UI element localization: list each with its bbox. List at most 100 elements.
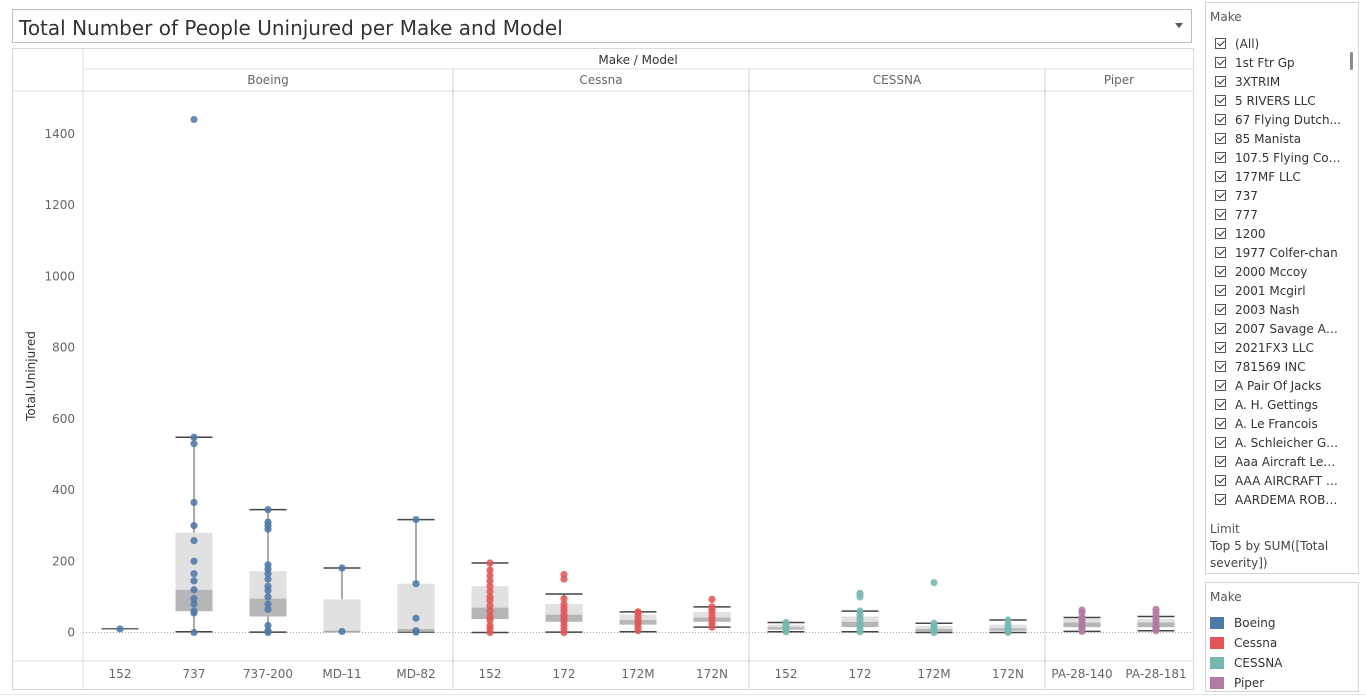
data-point	[190, 570, 198, 578]
filter-item[interactable]: 2007 Savage Air ...	[1210, 319, 1342, 338]
checkbox[interactable]	[1215, 190, 1226, 201]
legend-item[interactable]: CESSNA	[1210, 653, 1282, 673]
filter-item[interactable]: AAA AIRCRAFT LLC	[1210, 471, 1342, 490]
checkbox[interactable]	[1215, 361, 1226, 372]
filter-item[interactable]: 67 Flying Dutch...	[1210, 110, 1342, 129]
x-tick-label: 172	[849, 667, 872, 681]
x-tick-label: 152	[109, 667, 132, 681]
filter-item-label: A. H. Gettings	[1235, 397, 1318, 412]
checkbox[interactable]	[1215, 171, 1226, 182]
data-point	[190, 586, 198, 594]
x-tick-label: 737	[183, 667, 206, 681]
data-point	[486, 559, 494, 567]
filter-item[interactable]: AARDEMA ROBE...	[1210, 490, 1342, 509]
legend-item[interactable]: Piper	[1210, 673, 1282, 693]
filter-item[interactable]: 1st Ftr Gp	[1210, 53, 1342, 72]
checkbox[interactable]	[1215, 247, 1226, 258]
filter-item-label: 5 RIVERS LLC	[1235, 93, 1316, 108]
y-tick-label: 1200	[44, 198, 75, 212]
filter-item-label: 777	[1235, 207, 1258, 222]
checkbox[interactable]	[1215, 38, 1226, 49]
checkbox[interactable]	[1215, 95, 1226, 106]
filter-item[interactable]: A Pair Of Jacks	[1210, 376, 1342, 395]
filter-item-label: A. Le Francois	[1235, 416, 1318, 431]
filter-item[interactable]: A. Schleicher GM...	[1210, 433, 1342, 452]
filter-item[interactable]: 777	[1210, 205, 1342, 224]
filter-item[interactable]: Aaa Aircraft Lea...	[1210, 452, 1342, 471]
filter-item-label: 781569 INC	[1235, 359, 1306, 374]
filter-scrollbar[interactable]	[1346, 34, 1356, 516]
checkbox[interactable]	[1215, 475, 1226, 486]
checkbox[interactable]	[1215, 285, 1226, 296]
filter-item[interactable]: 2021FX3 LLC	[1210, 338, 1342, 357]
x-tick-label: MD-11	[322, 667, 361, 681]
checkbox[interactable]	[1215, 437, 1226, 448]
checkbox[interactable]	[1215, 228, 1226, 239]
data-point	[190, 607, 198, 615]
filter-item[interactable]: A. Le Francois	[1210, 414, 1342, 433]
checkbox[interactable]	[1215, 266, 1226, 277]
filter-item[interactable]: 2000 Mccoy	[1210, 262, 1342, 281]
checkbox[interactable]	[1215, 57, 1226, 68]
filter-item[interactable]: 3XTRIM	[1210, 72, 1342, 91]
legend-title: Make	[1210, 590, 1242, 604]
y-tick-label: 1000	[44, 269, 75, 283]
filter-item-label: 67 Flying Dutch...	[1235, 112, 1341, 127]
checkbox[interactable]	[1215, 418, 1226, 429]
legend-swatch	[1210, 637, 1224, 649]
checkbox[interactable]	[1215, 399, 1226, 410]
filter-item[interactable]: 781569 INC	[1210, 357, 1342, 376]
scrollbar-thumb[interactable]	[1350, 52, 1353, 70]
checkbox[interactable]	[1215, 323, 1226, 334]
checkbox[interactable]	[1215, 342, 1226, 353]
chart-frame: Make / Model 0 200 400 600 800 1000 1200 1400 Tot…	[12, 48, 1194, 690]
checkbox[interactable]	[1215, 304, 1226, 315]
legend-label: Piper	[1234, 676, 1265, 690]
filter-item[interactable]: 5 RIVERS LLC	[1210, 91, 1342, 110]
data-point	[856, 607, 864, 615]
checkbox[interactable]	[1215, 76, 1226, 87]
filter-item-label: 2000 Mccoy	[1235, 264, 1308, 279]
legend-swatch	[1210, 677, 1224, 689]
chevron-down-icon[interactable]	[1175, 23, 1183, 28]
checkbox[interactable]	[1215, 114, 1226, 125]
legend-label: Cessna	[1234, 636, 1278, 650]
checkbox[interactable]	[1215, 133, 1226, 144]
filter-item-label: 1200	[1235, 226, 1266, 241]
data-point	[856, 589, 864, 597]
filter-item-label: 2001 Mcgirl	[1235, 283, 1306, 298]
filter-item[interactable]: 85 Manista	[1210, 129, 1342, 148]
data-point	[264, 593, 272, 601]
filter-item-label: 1st Ftr Gp	[1235, 55, 1295, 70]
y-tick-label: 200	[52, 554, 75, 568]
filter-item[interactable]: (All)	[1210, 34, 1342, 53]
legend-item[interactable]: Boeing	[1210, 613, 1282, 633]
y-tick-label: 1400	[44, 127, 75, 141]
filter-item[interactable]: 1977 Colfer-chan	[1210, 243, 1342, 262]
data-point	[264, 582, 272, 590]
limit-text: Top 5 by SUM([Total severity])	[1210, 539, 1329, 570]
checkbox[interactable]	[1215, 380, 1226, 391]
checkbox[interactable]	[1215, 494, 1226, 505]
box-plot-chart: Make / Model 0 200 400 600 800 1000 1200 1400 Tot…	[13, 49, 1193, 689]
filter-item[interactable]: 177MF LLC	[1210, 167, 1342, 186]
legend-item[interactable]: Cessna	[1210, 633, 1282, 653]
filter-item[interactable]: A. H. Gettings	[1210, 395, 1342, 414]
x-tick-label: MD-82	[396, 667, 435, 681]
checkbox[interactable]	[1215, 456, 1226, 467]
checkbox[interactable]	[1215, 152, 1226, 163]
data-point	[264, 621, 272, 629]
filter-item[interactable]: 1200	[1210, 224, 1342, 243]
filter-item[interactable]: 737	[1210, 186, 1342, 205]
make-header: Piper	[1104, 73, 1134, 87]
filter-item[interactable]: 107.5 Flying Cor...	[1210, 148, 1342, 167]
filter-item[interactable]: 2003 Nash	[1210, 300, 1342, 319]
data-point	[190, 600, 198, 608]
data-point	[486, 621, 494, 629]
filter-item-label: AARDEMA ROBE...	[1235, 492, 1341, 507]
title-dropdown[interactable]: Total Number of People Uninjured per Mak…	[12, 9, 1192, 43]
checkbox[interactable]	[1215, 209, 1226, 220]
filter-item[interactable]: 2001 Mcgirl	[1210, 281, 1342, 300]
filter-item-label: A Pair Of Jacks	[1235, 378, 1322, 393]
x-tick-label: 172N	[992, 667, 1024, 681]
